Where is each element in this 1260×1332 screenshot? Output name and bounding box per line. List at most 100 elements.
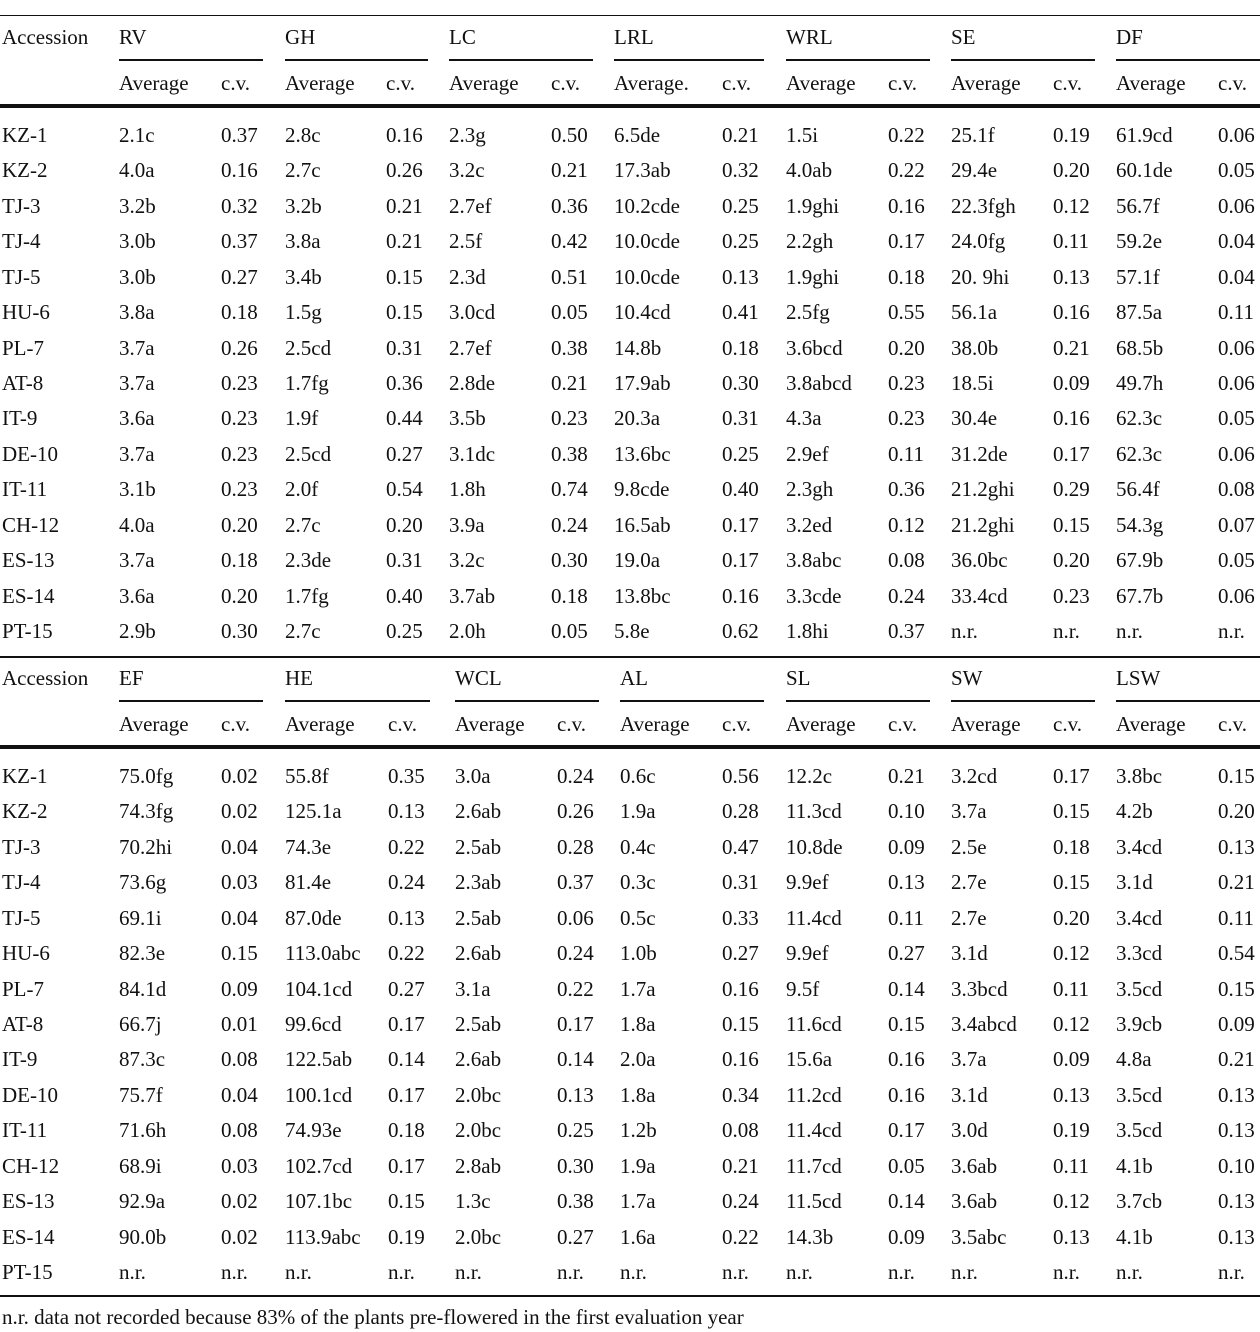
cell: 0.24 <box>888 583 925 608</box>
cell: 0.15 <box>722 1012 759 1036</box>
cell: 0.20 <box>1053 905 1090 930</box>
cell: 3.2b <box>119 193 156 218</box>
group-underline <box>1116 700 1260 702</box>
variable-header: LSW <box>1116 666 1161 690</box>
subheader: Average. <box>614 71 689 95</box>
cell: 1.9a <box>620 1153 656 1178</box>
cell: 0.31 <box>386 548 423 573</box>
cell: 2.5ab <box>455 1012 502 1036</box>
cell: 49.7h <box>1116 371 1164 395</box>
cell: 11.4cd <box>786 905 842 930</box>
cell: 0.24 <box>551 512 588 537</box>
cell: 2.0h <box>449 619 486 644</box>
cell: 0.08 <box>722 1118 759 1143</box>
cell: 0.23 <box>888 406 925 431</box>
cell: 0.14 <box>888 1189 925 1214</box>
cell: 30.4e <box>951 406 998 431</box>
cell: 1.7fg <box>285 371 329 395</box>
cell: 3.1a <box>455 976 491 1001</box>
accession: DE-10 <box>2 1082 58 1107</box>
cell: 74.3e <box>285 834 332 859</box>
cell: 62.3c <box>1116 406 1163 431</box>
cell: 0.09 <box>221 976 258 1001</box>
group-underline <box>620 700 764 702</box>
cell: 0.17 <box>388 1082 425 1107</box>
cell: 3.7a <box>951 1047 987 1072</box>
variable-header: SW <box>951 666 983 690</box>
cell: 0.12 <box>1053 941 1090 966</box>
cell: 14.8b <box>614 335 662 360</box>
cell: 62.3c <box>1116 441 1163 466</box>
subheader: c.v. <box>1218 71 1247 95</box>
cell: 0.44 <box>386 406 423 431</box>
cell: 0.13 <box>1218 1082 1255 1107</box>
cell: 0.55 <box>888 300 925 325</box>
cell: 16.5ab <box>614 512 671 537</box>
cell: 0.51 <box>551 264 588 289</box>
cell: 0.26 <box>221 335 258 360</box>
cell: 1.7a <box>620 976 656 1001</box>
subheader: c.v. <box>1053 712 1082 736</box>
footnote: n.r. data not recorded because 83% of th… <box>2 1305 744 1329</box>
cell: 57.1f <box>1116 264 1160 289</box>
cell: 0.04 <box>221 905 258 930</box>
cell: 0.16 <box>386 123 423 147</box>
cell: 0.12 <box>1053 1012 1090 1036</box>
cell: 3.5abc <box>951 1224 1007 1249</box>
subheader: Average <box>951 71 1021 95</box>
cell: 0.22 <box>557 976 594 1001</box>
cell: 61.9cd <box>1116 123 1173 147</box>
cell: 0.09 <box>1053 371 1090 395</box>
variable-header: LRL <box>614 25 654 49</box>
cell: n.r. <box>388 1260 415 1285</box>
cell: 0.20 <box>221 512 258 537</box>
cell: 3.6ab <box>951 1153 998 1178</box>
cell: 38.0b <box>951 335 999 360</box>
subheader: c.v. <box>557 712 586 736</box>
cell: n.r. <box>285 1260 312 1285</box>
cell: 0.26 <box>557 799 594 824</box>
cell: 4.1b <box>1116 1224 1153 1249</box>
cell: 11.4cd <box>786 1118 842 1143</box>
cell: 2.7ef <box>449 193 492 218</box>
cell: 0.27 <box>386 441 423 466</box>
cell: 0.18 <box>722 335 759 360</box>
cell: 102.7cd <box>285 1153 353 1178</box>
cell: 0.17 <box>722 548 759 573</box>
cell: 0.28 <box>557 834 594 859</box>
cell: 3.7a <box>119 335 155 360</box>
cell: 3.7a <box>951 799 987 824</box>
cell: 1.8a <box>620 1012 656 1036</box>
cell: 11.6cd <box>786 1012 842 1036</box>
cell: n.r. <box>1218 619 1245 644</box>
cell: 0.54 <box>386 477 423 502</box>
rule <box>0 15 1260 16</box>
variable-header: RV <box>119 25 147 49</box>
cell: 2.6ab <box>455 799 502 824</box>
cell: n.r. <box>221 1260 248 1285</box>
cell: 0.30 <box>551 548 588 573</box>
cell: 15.6a <box>786 1047 833 1072</box>
column-header: Accession <box>2 25 89 49</box>
cell: 0.17 <box>388 1012 425 1036</box>
cell: 3.4abcd <box>951 1012 1017 1036</box>
cell: 3.5b <box>449 406 486 431</box>
accession: TJ-3 <box>2 834 41 859</box>
cell: 0.47 <box>722 834 759 859</box>
cell: 2.5ab <box>455 834 502 859</box>
cell: 3.1d <box>951 941 988 966</box>
group-underline <box>786 700 930 702</box>
cell: 10.4cd <box>614 300 671 325</box>
cell: 4.0a <box>119 158 155 183</box>
cell: 67.7b <box>1116 583 1164 608</box>
cell: 2.7c <box>285 512 321 537</box>
cell: 11.5cd <box>786 1189 842 1214</box>
cell: 0.13 <box>1053 264 1090 289</box>
cell: 33.4cd <box>951 583 1008 608</box>
cell: 0.21 <box>551 158 588 183</box>
cell: 0.56 <box>722 764 759 788</box>
subheader: Average <box>285 712 355 736</box>
cell: 11.3cd <box>786 799 842 824</box>
variable-header: DF <box>1116 25 1143 49</box>
cell: 0.3c <box>620 870 656 895</box>
